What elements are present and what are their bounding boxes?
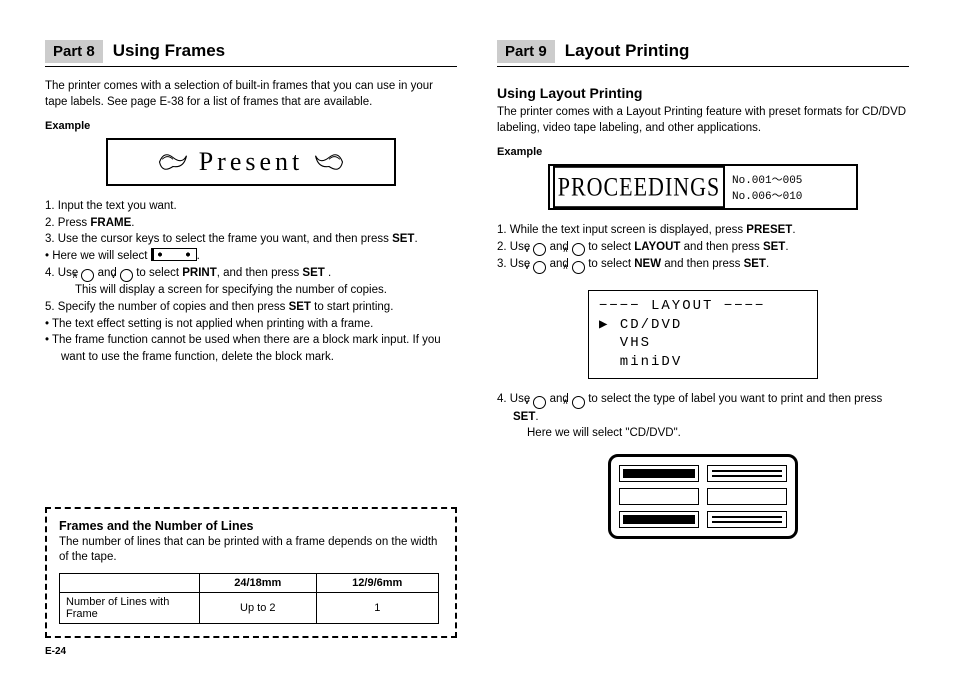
part9-steps2: 4. Use ∨ and ∧ to select the type of lab… bbox=[497, 391, 909, 442]
r-step-3: 3. Use ∨ and ∧ to select NEW and then pr… bbox=[497, 256, 909, 274]
up-icon: ∧ bbox=[81, 269, 94, 282]
step-3-note: • Here we will select . bbox=[45, 248, 457, 265]
cursor-icon: ▶ bbox=[599, 316, 609, 335]
layout-preview bbox=[608, 454, 798, 539]
val2: 1 bbox=[316, 593, 438, 624]
r-step-4: 4. Use ∨ and ∧ to select the type of lab… bbox=[497, 391, 909, 425]
row-label: Number of Lines with Frame bbox=[60, 593, 200, 624]
part8-header: Part 8 Using Frames bbox=[45, 40, 457, 67]
preview-right bbox=[707, 465, 787, 528]
preview-bar bbox=[707, 511, 787, 528]
proceedings-figure: PROCEEDINGS No.001～005 No.006～010 bbox=[497, 164, 909, 210]
part9-label: Part 9 bbox=[497, 40, 555, 63]
up-icon: ∧ bbox=[572, 261, 585, 274]
table-header-row: 24/18mm 12/9/6mm bbox=[60, 574, 439, 593]
left-column: Part 8 Using Frames The printer comes wi… bbox=[45, 40, 457, 657]
section-title: Using Layout Printing bbox=[497, 85, 909, 101]
page-number: E-24 bbox=[45, 646, 457, 657]
step-1: 1. Input the text you want. bbox=[45, 198, 457, 215]
preview-bar bbox=[707, 465, 787, 482]
preview-bar bbox=[619, 465, 699, 482]
bullet-2: • The frame function cannot be used when… bbox=[45, 332, 457, 365]
present-text: Present bbox=[199, 147, 304, 177]
layout-preview-figure bbox=[497, 450, 909, 539]
box-title: Frames and the Number of Lines bbox=[59, 519, 443, 533]
lcd-line1: −−−− LAYOUT −−−− bbox=[599, 297, 807, 316]
right-column: Part 9 Layout Printing Using Layout Prin… bbox=[497, 40, 909, 657]
r-step-1: 1. While the text input screen is displa… bbox=[497, 222, 909, 239]
proceedings-numbers: No.001～005 No.006～010 bbox=[728, 166, 856, 208]
lcd-line3: VHS bbox=[599, 334, 807, 353]
step-4: 4. Use ∧ and ∨ to select PRINT, and then… bbox=[45, 265, 457, 283]
th-empty bbox=[60, 574, 200, 593]
part8-steps: 1. Input the text you want. 2. Press FRA… bbox=[45, 198, 457, 366]
proceedings-text: PROCEEDINGS bbox=[553, 165, 725, 208]
part9-intro: The printer comes with a Layout Printing… bbox=[497, 105, 909, 136]
present-box: Present bbox=[106, 138, 396, 186]
example-label-right: Example bbox=[497, 146, 909, 158]
preview-bar bbox=[619, 488, 699, 505]
part8-title: Using Frames bbox=[113, 41, 225, 61]
lcd-line4: miniDV bbox=[599, 353, 807, 372]
up-icon: ∧ bbox=[572, 243, 585, 256]
part9-title: Layout Printing bbox=[565, 41, 690, 61]
bullet-1: • The text effect setting is not applied… bbox=[45, 316, 457, 333]
proc-line1: No.001～005 bbox=[732, 171, 852, 187]
step-2: 2. Press FRAME. bbox=[45, 215, 457, 232]
table-row: Number of Lines with Frame Up to 2 1 bbox=[60, 593, 439, 624]
preview-bar bbox=[707, 488, 787, 505]
th-col2: 12/9/6mm bbox=[316, 574, 438, 593]
mini-frame-icon bbox=[151, 248, 197, 261]
frames-lines-box: Frames and the Number of Lines The numbe… bbox=[45, 507, 457, 638]
step-5: 5. Specify the number of copies and then… bbox=[45, 299, 457, 316]
proceedings-box: PROCEEDINGS No.001～005 No.006～010 bbox=[548, 164, 858, 210]
down-icon: ∨ bbox=[533, 261, 546, 274]
part9-steps: 1. While the text input screen is displa… bbox=[497, 222, 909, 274]
part8-label: Part 8 bbox=[45, 40, 103, 63]
lcd-line2: ▶ CD/DVD bbox=[599, 316, 807, 335]
th-col1: 24/18mm bbox=[200, 574, 317, 593]
lcd-display: −−−− LAYOUT −−−− ▶ CD/DVD VHS miniDV bbox=[588, 290, 818, 380]
r-step-4-sub: Here we will select "CD/DVD". bbox=[497, 425, 909, 442]
r-step-2: 2. Use ∨ and ∧ to select LAYOUT and then… bbox=[497, 239, 909, 257]
frame-table: 24/18mm 12/9/6mm Number of Lines with Fr… bbox=[59, 573, 439, 624]
ornament-left-icon bbox=[155, 147, 191, 177]
preview-bar bbox=[619, 511, 699, 528]
present-figure: Present bbox=[45, 138, 457, 186]
preview-left bbox=[619, 465, 699, 528]
ornament-right-icon bbox=[311, 147, 347, 177]
box-desc: The number of lines that can be printed … bbox=[59, 535, 443, 565]
down-icon: ∨ bbox=[120, 269, 133, 282]
down-icon: ∨ bbox=[533, 396, 546, 409]
up-icon: ∧ bbox=[572, 396, 585, 409]
proc-line2: No.006～010 bbox=[732, 187, 852, 203]
step-4-sub: This will display a screen for specifyin… bbox=[45, 282, 457, 299]
example-label-left: Example bbox=[45, 120, 457, 132]
down-icon: ∨ bbox=[533, 243, 546, 256]
part9-header: Part 9 Layout Printing bbox=[497, 40, 909, 67]
val1: Up to 2 bbox=[200, 593, 317, 624]
part8-intro: The printer comes with a selection of bu… bbox=[45, 79, 457, 110]
step-3: 3. Use the cursor keys to select the fra… bbox=[45, 231, 457, 248]
